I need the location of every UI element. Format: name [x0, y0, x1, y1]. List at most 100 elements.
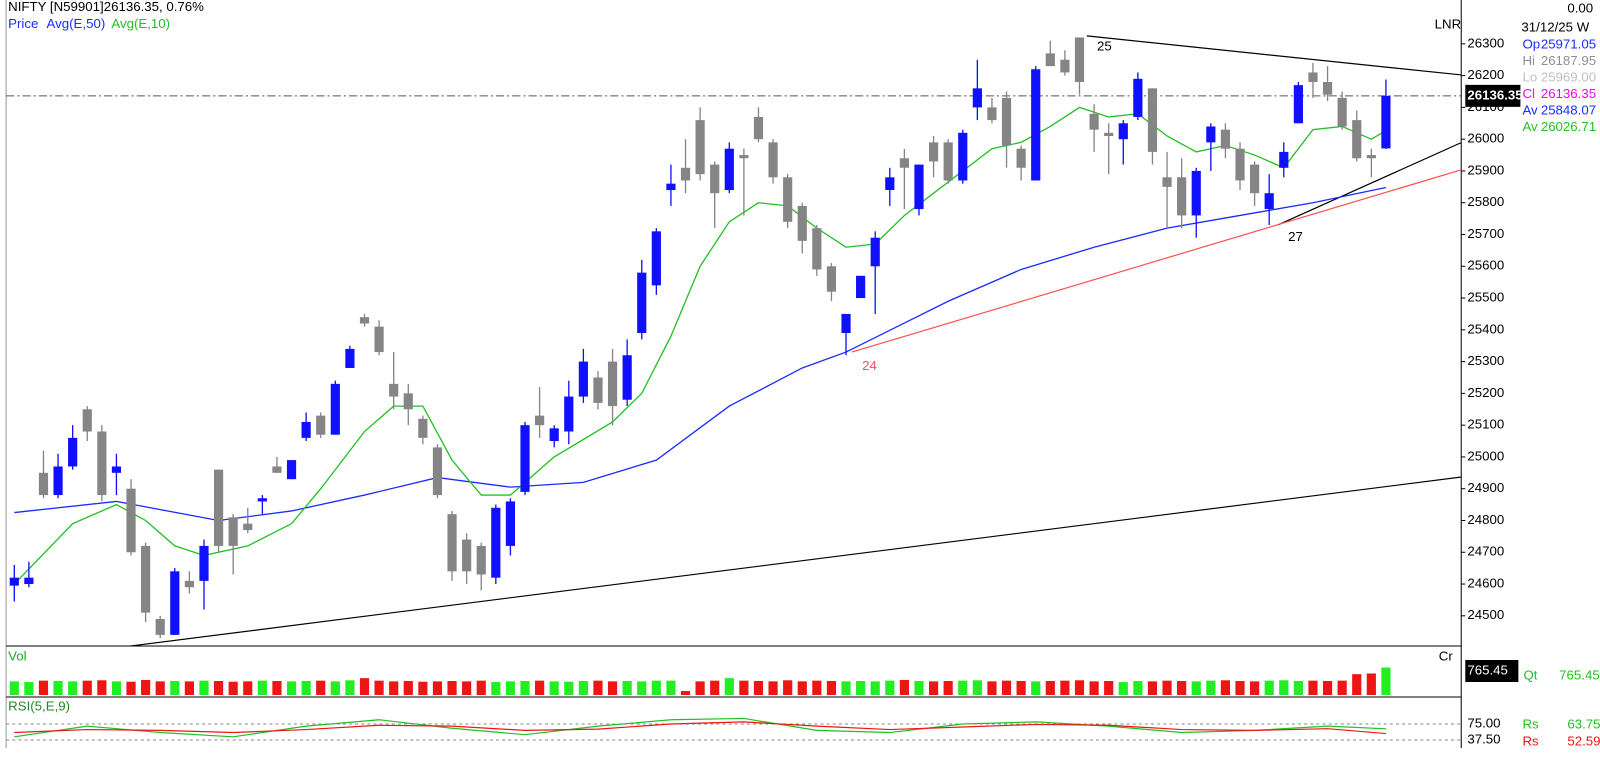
- candle-body: [38, 472, 49, 496]
- volume-bar: [1264, 680, 1274, 695]
- rsi-legend-name: Rs: [1522, 734, 1539, 749]
- volume-bar: [97, 680, 107, 695]
- candle-body: [345, 348, 355, 368]
- volume-bar: [1031, 681, 1041, 695]
- candle-body: [826, 266, 837, 292]
- annotation: 27: [1288, 229, 1303, 244]
- candle-body: [257, 498, 267, 502]
- rsi-legend-value: 63.75: [1567, 717, 1600, 732]
- candle-body: [578, 361, 588, 397]
- volume-label: Vol: [8, 649, 27, 664]
- candle-body: [797, 205, 807, 241]
- volume-bar: [637, 681, 647, 695]
- y-tick-label: 25400: [1467, 321, 1504, 336]
- volume-bar: [593, 680, 603, 695]
- trend-line: [1086, 35, 1462, 76]
- y-tick-label: 26300: [1467, 35, 1504, 50]
- candle-body: [330, 383, 340, 435]
- legend-entry: Avg(E,50): [47, 17, 106, 32]
- volume-bar: [783, 680, 793, 695]
- trend-line: [1277, 141, 1462, 226]
- candle-body: [680, 167, 691, 181]
- volume-bar: [9, 681, 19, 695]
- candle-body: [1279, 151, 1289, 168]
- info-label: Op: [1522, 37, 1540, 52]
- volume-bar: [578, 681, 588, 695]
- volume-bar: [462, 681, 472, 695]
- volume-bar: [1366, 673, 1376, 695]
- volume-bar: [359, 678, 370, 695]
- volume-bar: [958, 680, 968, 695]
- y-tick-label: 24500: [1467, 607, 1504, 622]
- info-value: 26026.71: [1541, 119, 1596, 134]
- rsi-legend-value: 52.59: [1567, 734, 1600, 749]
- candle-body: [126, 488, 136, 553]
- volume-bar: [710, 680, 720, 695]
- candle-body: [316, 415, 326, 435]
- info-label: Lo: [1522, 70, 1537, 85]
- volume-bar: [680, 691, 691, 695]
- volume-bar: [1250, 681, 1260, 695]
- quote: 26136.35, 0.76%: [104, 0, 205, 14]
- volume-bar: [520, 681, 530, 695]
- volume-bar: [170, 681, 180, 695]
- candle-body: [111, 466, 122, 473]
- volume-bar: [1162, 680, 1172, 695]
- header: NIFTY [N59901]26136.35, 0.76%: [8, 0, 204, 14]
- qt-value: 765.45: [1559, 668, 1600, 683]
- volume-bar: [301, 681, 311, 695]
- volume-unit: Cr: [1439, 649, 1454, 664]
- candle-body: [374, 326, 384, 353]
- candle-body: [885, 177, 895, 191]
- candle-body: [593, 377, 603, 403]
- candle-body: [1293, 85, 1303, 124]
- candle-body: [535, 415, 545, 426]
- volume-bar: [885, 680, 895, 695]
- volume-bar: [1060, 680, 1070, 695]
- volume-bar: [841, 681, 851, 695]
- candle-body: [607, 361, 618, 407]
- candle-body: [1381, 95, 1391, 149]
- volume-bar: [1133, 681, 1143, 695]
- volume-bar: [1279, 680, 1289, 695]
- volume-bar: [199, 680, 209, 695]
- candle-body: [1104, 132, 1114, 136]
- y-tick-label: 25900: [1467, 163, 1504, 178]
- volume-bar: [943, 681, 953, 695]
- candle-body: [82, 409, 92, 432]
- volume-bar: [389, 681, 399, 695]
- candle-body: [505, 501, 516, 546]
- moving-average: [14, 186, 1387, 522]
- candle-body: [301, 421, 311, 438]
- volume-bar: [53, 681, 63, 695]
- candle-body: [389, 383, 399, 397]
- y-tick-label: 24900: [1467, 480, 1504, 495]
- volume-bar: [914, 681, 924, 695]
- candle-body: [958, 132, 968, 181]
- candle-body: [9, 577, 19, 586]
- candle-body: [1337, 97, 1347, 127]
- candle-body: [199, 545, 209, 581]
- candle-body: [432, 447, 443, 496]
- candle-body: [1206, 126, 1216, 143]
- candle-body: [666, 183, 676, 191]
- candle-body: [68, 437, 78, 467]
- volume-tag: 765.45: [1467, 663, 1508, 678]
- volume-bar: [345, 680, 355, 695]
- volume-bar: [1177, 681, 1187, 695]
- volume-bar: [141, 679, 151, 695]
- candle-body: [24, 577, 34, 585]
- annotation: 24: [862, 358, 877, 373]
- volume-bar: [1206, 680, 1216, 695]
- candle-body: [1366, 155, 1376, 159]
- candle-body: [1016, 148, 1026, 168]
- y-tick-label: 25300: [1467, 353, 1504, 368]
- candle-body: [841, 313, 851, 334]
- volume-bar: [826, 681, 837, 695]
- volume-bar: [607, 681, 618, 695]
- volume-bar: [126, 681, 136, 695]
- y-tick-label: 25100: [1467, 417, 1504, 432]
- volume-bar: [1191, 681, 1201, 695]
